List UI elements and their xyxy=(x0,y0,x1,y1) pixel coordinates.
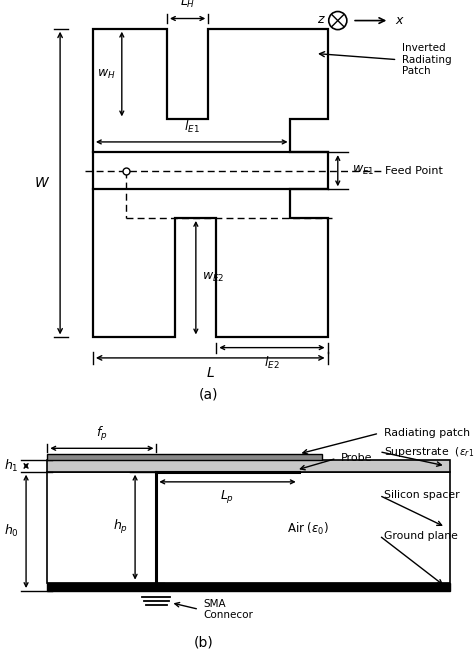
Text: $w_{E2}$: $w_{E2}$ xyxy=(202,271,224,284)
Text: $W$: $W$ xyxy=(34,176,50,190)
Text: Ground plane: Ground plane xyxy=(384,530,458,541)
Text: $x$: $x$ xyxy=(395,14,405,27)
Polygon shape xyxy=(93,29,328,338)
Bar xyxy=(47,460,450,471)
Text: Radiating patch: Radiating patch xyxy=(384,428,470,438)
Text: $h_p$: $h_p$ xyxy=(113,518,128,536)
Text: SMA
Connecor: SMA Connecor xyxy=(204,599,254,620)
Text: $w_H$: $w_H$ xyxy=(97,67,116,80)
Bar xyxy=(47,582,450,591)
Text: Inverted
Radiating
Patch: Inverted Radiating Patch xyxy=(401,43,451,76)
Text: $L$: $L$ xyxy=(206,366,215,380)
Text: Probe: Probe xyxy=(341,453,373,464)
Text: $h_0$: $h_0$ xyxy=(4,523,19,539)
Text: $L_H$: $L_H$ xyxy=(180,0,195,10)
Text: Superstrate  ($\varepsilon_{r1}$): Superstrate ($\varepsilon_{r1}$) xyxy=(384,445,474,458)
Text: $z$: $z$ xyxy=(318,13,326,26)
Text: (b): (b) xyxy=(194,636,214,650)
Text: Air ($\varepsilon_0$): Air ($\varepsilon_0$) xyxy=(287,521,329,537)
Text: Feed Point: Feed Point xyxy=(385,166,443,176)
Text: $l_{E1}$: $l_{E1}$ xyxy=(184,118,200,135)
Bar xyxy=(47,471,450,582)
Text: (a): (a) xyxy=(199,388,218,402)
Text: $f_p$: $f_p$ xyxy=(96,425,108,443)
Text: Silicon spacer: Silicon spacer xyxy=(384,490,460,500)
Text: $L_p$: $L_p$ xyxy=(220,488,235,505)
Text: $w_{E1}$: $w_{E1}$ xyxy=(352,164,374,177)
Bar xyxy=(47,454,322,460)
Text: $h_1$: $h_1$ xyxy=(4,458,19,474)
Text: $l_{E2}$: $l_{E2}$ xyxy=(264,355,280,371)
